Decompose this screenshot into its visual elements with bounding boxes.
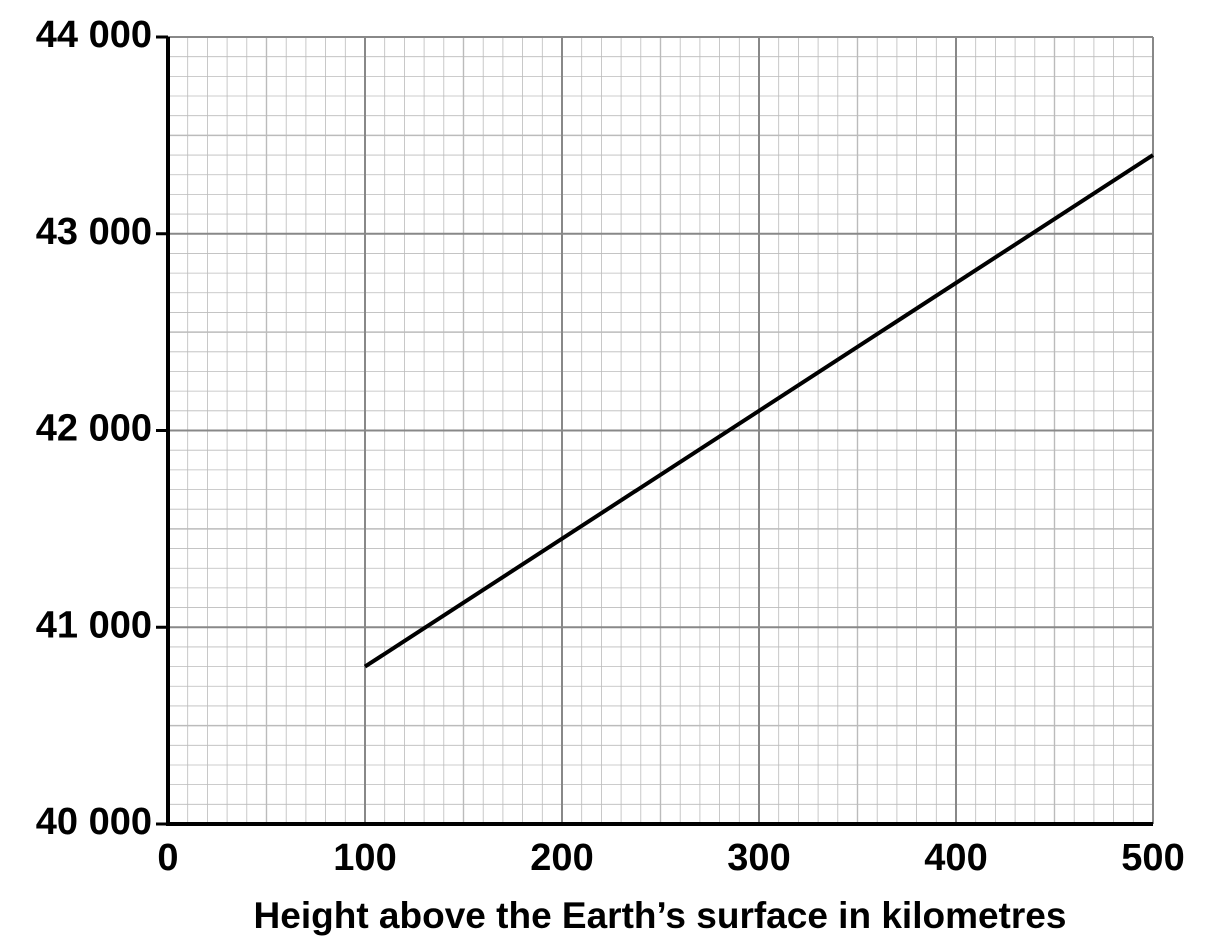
y-tick-label: 43 000: [36, 211, 152, 253]
y-tick-label: 41 000: [36, 604, 152, 646]
y-tick-label: 40 000: [36, 801, 152, 843]
x-tick-label: 100: [333, 837, 396, 879]
x-tick-label: 0: [157, 837, 178, 879]
data-line: [363, 153, 1155, 669]
x-tick-label: 300: [727, 837, 790, 879]
x-tick-label: 200: [530, 837, 593, 879]
x-tick-label: 500: [1121, 837, 1184, 879]
y-tick-label: 42 000: [36, 408, 152, 450]
x-tick-label: 400: [924, 837, 987, 879]
y-tick-label: 44 000: [36, 14, 152, 56]
x-axis-label: Height above the Earth’s surface in kilo…: [254, 895, 1067, 936]
